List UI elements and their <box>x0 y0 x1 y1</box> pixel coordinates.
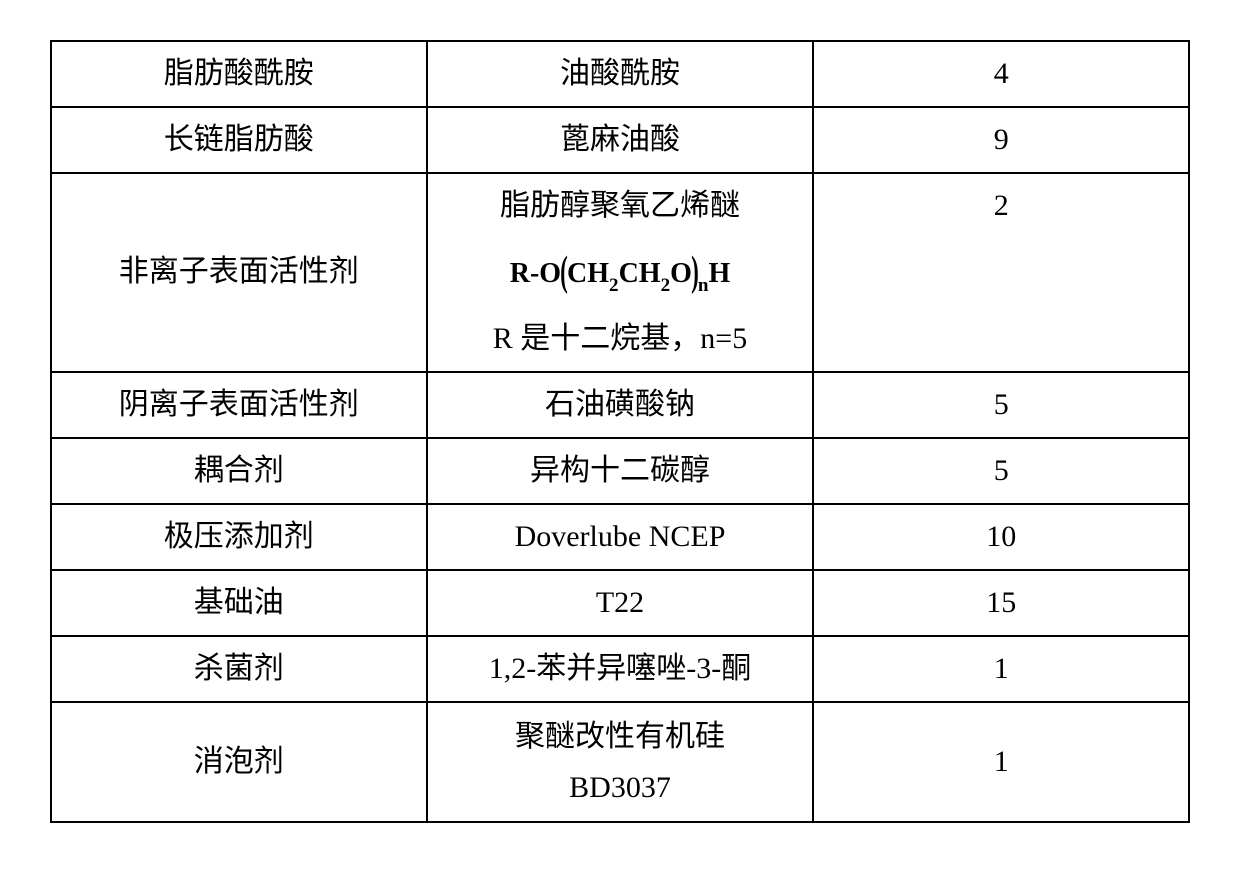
table-row: 长链脂肪酸 蓖麻油酸 9 <box>51 107 1189 173</box>
chemical-formula: R-O(CH2CH2O)nH <box>432 248 809 293</box>
cell-category: 极压添加剂 <box>51 504 427 570</box>
cell-value: 1 <box>813 702 1189 822</box>
cell-value: 10 <box>813 504 1189 570</box>
cell-substance: 油酸酰胺 <box>427 41 814 107</box>
cell-substance: Doverlube NCEP <box>427 504 814 570</box>
cell-substance: 1,2-苯并异噻唑-3-酮 <box>427 636 814 702</box>
cell-substance: 蓖麻油酸 <box>427 107 814 173</box>
table-row: 杀菌剂 1,2-苯并异噻唑-3-酮 1 <box>51 636 1189 702</box>
table-row: 脂肪酸酰胺 油酸酰胺 4 <box>51 41 1189 107</box>
table-row: 非离子表面活性剂 脂肪醇聚氧乙烯醚 R-O(CH2CH2O)nH R 是十二烷基… <box>51 173 1189 372</box>
substance-line1: 聚醚改性有机硅 <box>432 711 809 762</box>
table-row: 基础油 T22 15 <box>51 570 1189 636</box>
cell-value: 4 <box>813 41 1189 107</box>
cell-category: 基础油 <box>51 570 427 636</box>
cell-substance: 异构十二碳醇 <box>427 438 814 504</box>
cell-value: 9 <box>813 107 1189 173</box>
cell-category: 非离子表面活性剂 <box>51 173 427 372</box>
cell-substance-multiline: 聚醚改性有机硅 BD3037 <box>427 702 814 822</box>
cell-category: 杀菌剂 <box>51 636 427 702</box>
cell-category: 阴离子表面活性剂 <box>51 372 427 438</box>
composition-table: 脂肪酸酰胺 油酸酰胺 4 长链脂肪酸 蓖麻油酸 9 非离子表面活性剂 脂肪醇聚氧… <box>50 40 1190 823</box>
substance-name: 脂肪醇聚氧乙烯醚 <box>432 182 809 230</box>
cell-category: 消泡剂 <box>51 702 427 822</box>
substance-line2: BD3037 <box>432 762 809 813</box>
table-row: 阴离子表面活性剂 石油磺酸钠 5 <box>51 372 1189 438</box>
cell-value: 15 <box>813 570 1189 636</box>
cell-value: 2 <box>813 173 1189 372</box>
cell-value: 1 <box>813 636 1189 702</box>
cell-category: 耦合剂 <box>51 438 427 504</box>
table-row: 极压添加剂 Doverlube NCEP 10 <box>51 504 1189 570</box>
cell-substance-formula: 脂肪醇聚氧乙烯醚 R-O(CH2CH2O)nH R 是十二烷基，n=5 <box>427 173 814 372</box>
cell-value: 5 <box>813 372 1189 438</box>
table-row: 耦合剂 异构十二碳醇 5 <box>51 438 1189 504</box>
cell-substance: 石油磺酸钠 <box>427 372 814 438</box>
cell-value: 5 <box>813 438 1189 504</box>
cell-category: 长链脂肪酸 <box>51 107 427 173</box>
formula-note: R 是十二烷基，n=5 <box>432 315 809 363</box>
table-row: 消泡剂 聚醚改性有机硅 BD3037 1 <box>51 702 1189 822</box>
cell-substance: T22 <box>427 570 814 636</box>
cell-category: 脂肪酸酰胺 <box>51 41 427 107</box>
